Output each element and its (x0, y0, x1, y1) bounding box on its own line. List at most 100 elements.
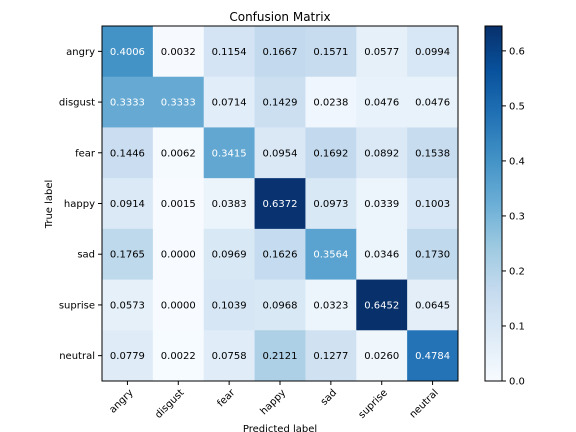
cell-value-label: 0.0000 (161, 300, 196, 311)
y-axis-label: True label (44, 180, 55, 230)
heatmap-cell (152, 76, 205, 128)
cell-value-label: 0.1003 (415, 199, 450, 210)
heatmap-cell (203, 76, 256, 128)
cell-value-label: 0.0000 (161, 250, 196, 261)
x-tick-label: suprise (357, 387, 390, 420)
cell-value-label: 0.1429 (263, 98, 298, 109)
heatmap-cell (102, 228, 154, 281)
heatmap-cell (305, 228, 357, 281)
heatmap-cell (407, 330, 459, 382)
heatmap-cell (407, 76, 459, 128)
cell-value-label: 0.0954 (263, 148, 298, 159)
cell-value-label: 0.3415 (212, 148, 247, 159)
cell-value-label: 0.1626 (263, 250, 298, 261)
x-tick-label: happy (258, 387, 288, 417)
heatmap-cell (152, 330, 205, 382)
cell-value-label: 0.0994 (415, 47, 450, 58)
cell-value-label: 0.0914 (110, 199, 145, 210)
cell-value-label: 0.0969 (212, 250, 247, 261)
heatmap-cell (305, 330, 357, 382)
cell-value-label: 0.6372 (263, 199, 298, 210)
colorbar-tick-label: 0.5 (509, 101, 525, 112)
heatmap-cells: 0.4006 0.0032 0.1154 0.1667 0.1571 0.0577 0.09… (102, 26, 459, 382)
y-tick-label: suprise (59, 300, 95, 311)
cell-value-label: 0.6452 (364, 300, 399, 311)
cell-value-label: 0.2121 (263, 351, 298, 362)
heatmap-cell (356, 178, 408, 230)
heatmap-cell (254, 228, 306, 281)
cell-value-label: 0.0346 (364, 250, 399, 261)
x-axis-ticks: angry disgust fear happy sad suprise neutral (107, 381, 441, 421)
y-tick-label: fear (75, 148, 96, 159)
colorbar-tick-label: 0.6 (509, 46, 525, 57)
cell-value-label: 0.0645 (415, 300, 450, 311)
cell-value-label: 0.0476 (364, 98, 399, 109)
heatmap-cell (254, 178, 306, 230)
heatmap-cell (356, 279, 408, 331)
heatmap-cell (356, 76, 408, 128)
cell-value-label: 0.4784 (415, 351, 450, 362)
heatmap-cell (152, 228, 205, 281)
colorbar-ticks: 0.0 0.1 0.2 0.3 0.4 0.5 0.6 (502, 46, 525, 388)
heatmap-cell (407, 228, 459, 281)
cell-value-label: 0.1277 (313, 351, 348, 362)
x-tick-label: angry (107, 387, 135, 415)
cell-value-label: 0.1538 (415, 148, 450, 159)
heatmap-cell (102, 26, 154, 78)
cell-value-label: 0.0015 (161, 199, 196, 210)
heatmap-cell (203, 228, 256, 281)
heatmap-cell (356, 330, 408, 382)
heatmap-cell (305, 279, 357, 331)
cell-value-label: 0.0892 (364, 148, 399, 159)
cell-value-label: 0.3333 (161, 98, 196, 109)
cell-value-label: 0.0758 (212, 351, 247, 362)
colorbar-tick-label: 0.2 (509, 266, 525, 277)
heatmap-cell (356, 26, 408, 78)
colorbar-tick-label: 0.0 (509, 377, 525, 388)
x-tick-label: fear (216, 387, 238, 409)
cell-value-label: 0.0260 (364, 351, 399, 362)
cell-value-label: 0.1692 (313, 148, 348, 159)
heatmap-cell (102, 279, 154, 331)
heatmap-cell (254, 330, 306, 382)
heatmap-cell (254, 26, 306, 78)
cell-value-label: 0.1446 (110, 148, 145, 159)
cell-value-label: 0.0383 (212, 199, 247, 210)
heatmap-cell (254, 76, 306, 128)
heatmap-cell (305, 76, 357, 128)
heatmap-cell (203, 330, 256, 382)
heatmap-cell (407, 178, 459, 230)
cell-value-label: 0.0779 (110, 351, 145, 362)
cell-value-label: 0.3333 (110, 98, 145, 109)
cell-value-label: 0.1730 (415, 250, 450, 261)
x-tick-label: neutral (408, 387, 441, 420)
cell-value-label: 0.0714 (212, 98, 247, 109)
heatmap-cell (407, 26, 459, 78)
heatmap-cell (203, 178, 256, 230)
cell-value-label: 0.1667 (263, 47, 298, 58)
cell-value-label: 0.0238 (313, 98, 348, 109)
colorbar-tick-label: 0.1 (509, 321, 525, 332)
heatmap-cell (203, 279, 256, 331)
cell-value-label: 0.1571 (313, 47, 348, 58)
heatmap-cell (102, 127, 154, 179)
heatmap-cell (152, 26, 205, 78)
x-tick-label: disgust (153, 387, 186, 420)
cell-value-label: 0.0577 (364, 47, 399, 58)
heatmap-cell (203, 26, 256, 78)
heatmap-cell (356, 228, 408, 281)
heatmap-cell (305, 26, 357, 78)
cell-value-label: 0.1039 (212, 300, 247, 311)
cell-value-label: 0.3564 (313, 250, 348, 261)
heatmap-cell (102, 330, 154, 382)
cell-value-label: 0.0022 (161, 351, 196, 362)
y-tick-label: angry (66, 47, 95, 58)
y-tick-label: happy (64, 199, 95, 210)
cell-value-label: 0.1154 (212, 47, 247, 58)
cell-value-label: 0.0062 (161, 148, 196, 159)
heatmap-cell (356, 127, 408, 179)
x-tick-label: sad (319, 387, 339, 407)
colorbar-tick-label: 0.3 (509, 211, 525, 222)
y-tick-label: sad (77, 250, 95, 261)
